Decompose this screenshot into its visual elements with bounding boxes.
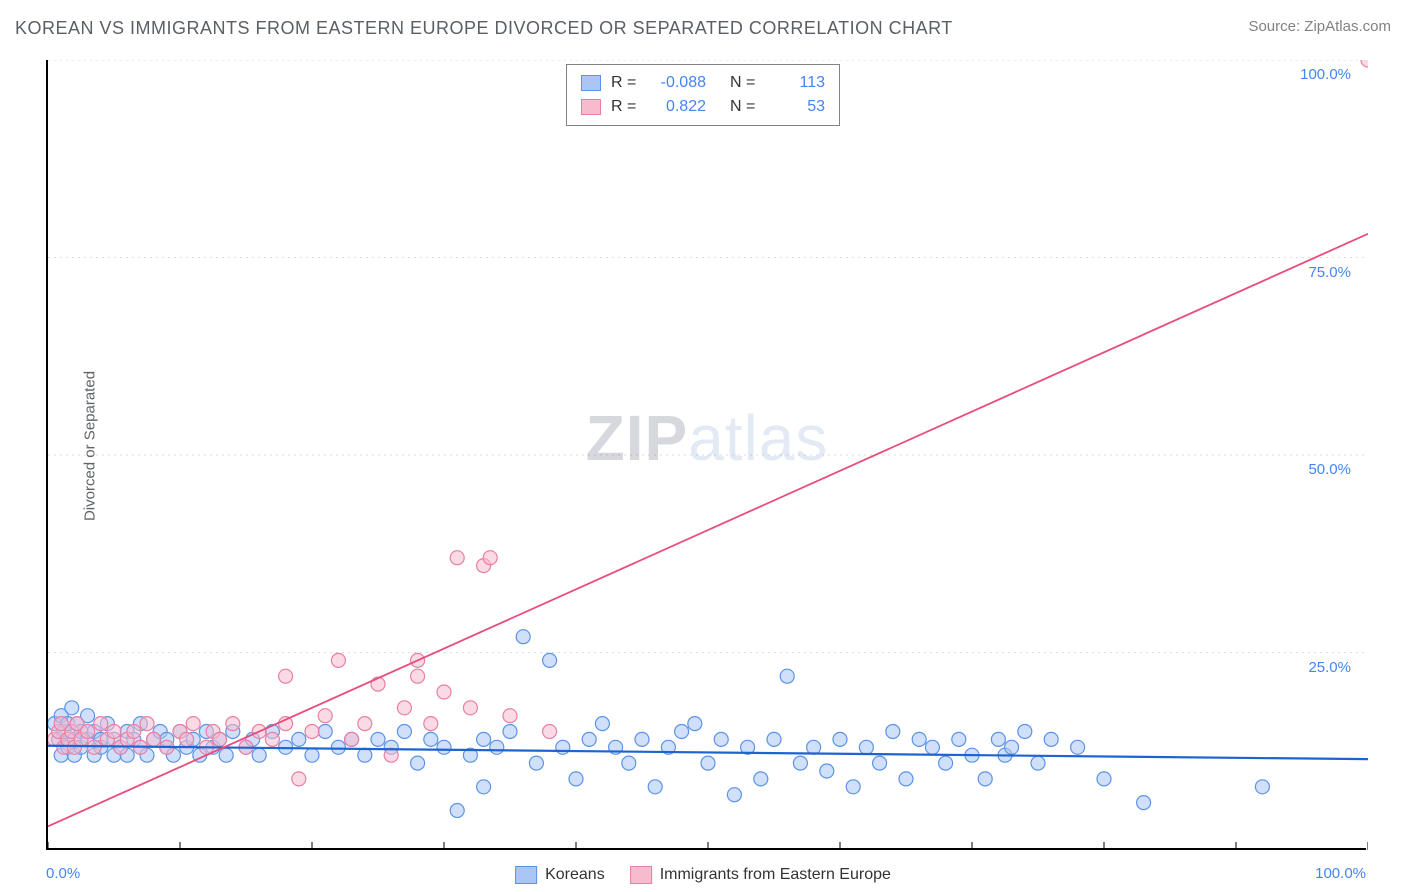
legend-correlation: R = -0.088 N = 113 R = 0.822 N = 53: [566, 64, 840, 126]
n-label: N =: [730, 71, 760, 95]
y-tick-label: 25.0%: [1308, 659, 1351, 676]
n-label: N =: [730, 95, 760, 119]
watermark: ZIPatlas: [586, 401, 829, 475]
legend-series-item: Koreans: [515, 866, 605, 884]
legend-series: Koreans Immigrants from Eastern Europe: [515, 866, 891, 884]
legend-swatch: [515, 866, 537, 884]
source-attribution: Source: ZipAtlas.com: [1248, 18, 1391, 35]
n-value: 53: [770, 95, 825, 119]
chart-container: KOREAN VS IMMIGRANTS FROM EASTERN EUROPE…: [0, 0, 1406, 892]
legend-series-item: Immigrants from Eastern Europe: [630, 866, 891, 884]
legend-correlation-row: R = -0.088 N = 113: [581, 71, 825, 95]
y-tick-label: 75.0%: [1308, 264, 1351, 281]
r-value: 0.822: [651, 95, 706, 119]
r-label: R =: [611, 71, 641, 95]
legend-swatch: [630, 866, 652, 884]
y-tick-label: 50.0%: [1308, 461, 1351, 478]
chart-title: KOREAN VS IMMIGRANTS FROM EASTERN EUROPE…: [15, 18, 953, 39]
watermark-bold: ZIP: [586, 402, 689, 474]
r-label: R =: [611, 95, 641, 119]
r-value: -0.088: [651, 71, 706, 95]
legend-swatch: [581, 75, 601, 91]
legend-series-label: Immigrants from Eastern Europe: [660, 866, 891, 883]
legend-swatch: [581, 99, 601, 115]
n-value: 113: [770, 71, 825, 95]
legend-series-label: Koreans: [545, 866, 605, 883]
plot-area: ZIPatlas: [46, 60, 1366, 850]
watermark-rest: atlas: [688, 402, 828, 474]
y-tick-label: 100.0%: [1300, 66, 1351, 83]
x-tick-max: 100.0%: [1315, 865, 1366, 882]
x-tick-min: 0.0%: [46, 865, 80, 882]
legend-correlation-row: R = 0.822 N = 53: [581, 95, 825, 119]
